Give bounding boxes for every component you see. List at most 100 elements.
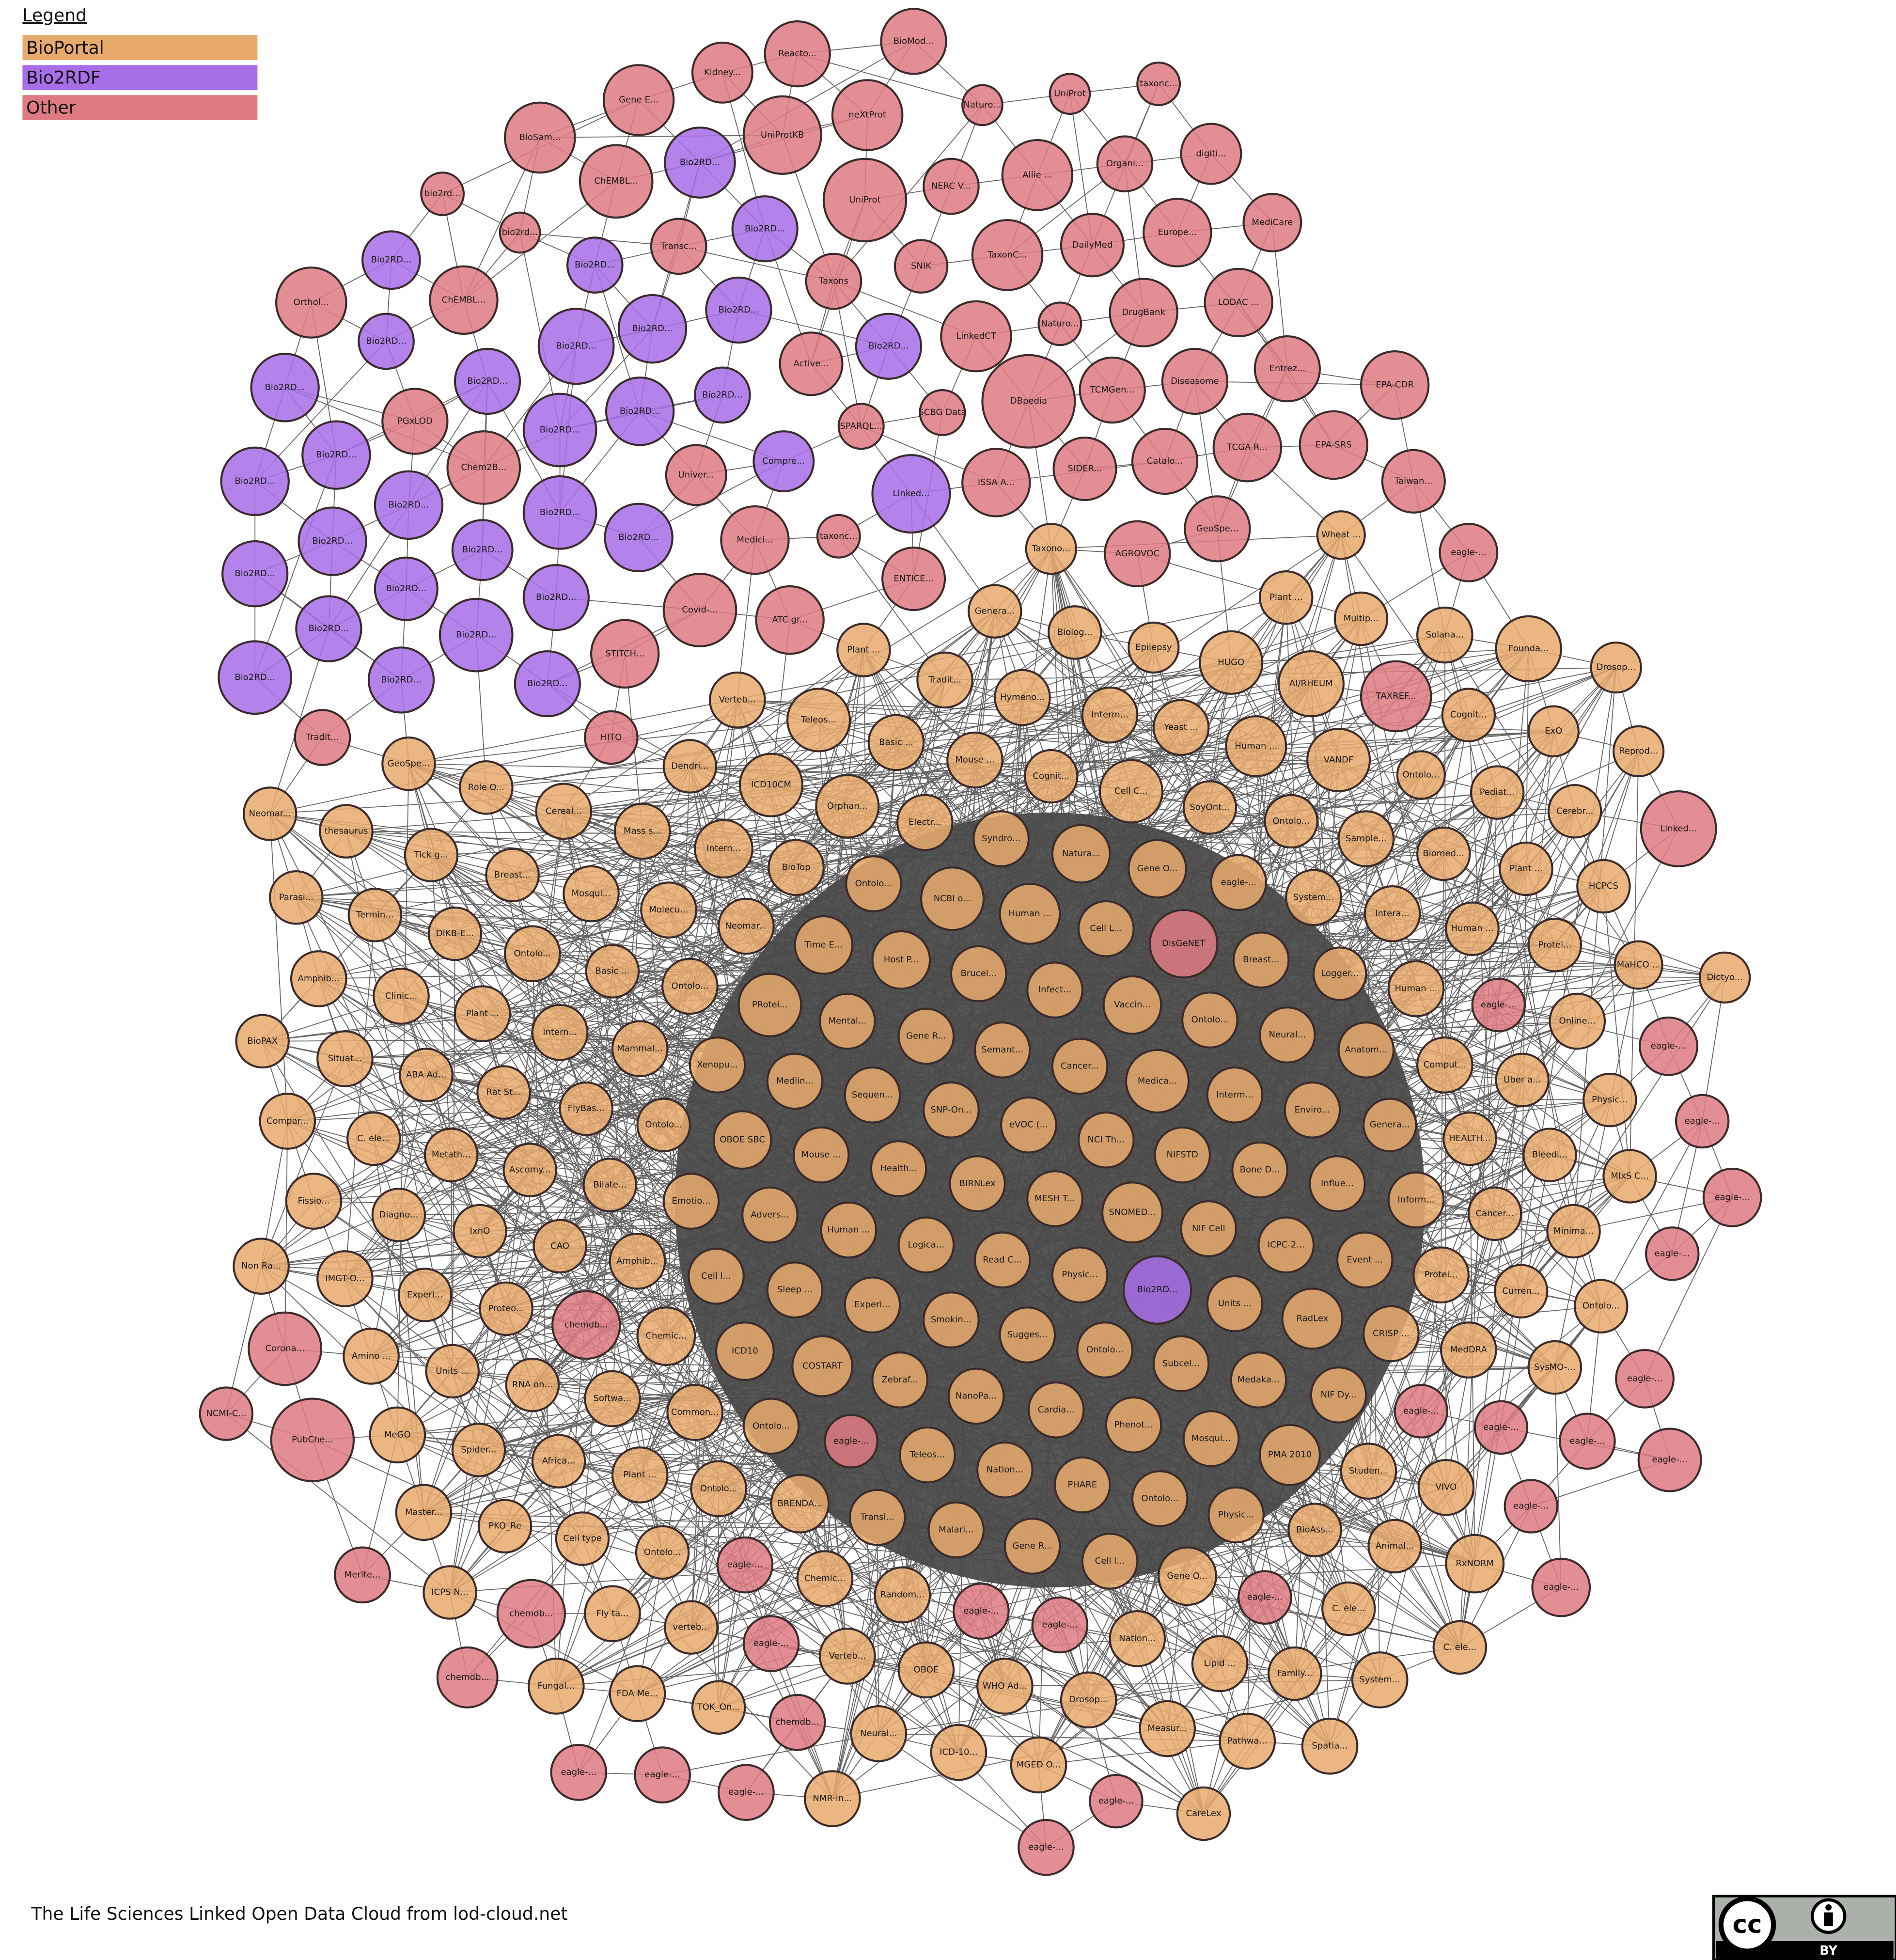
node — [705, 276, 772, 344]
node — [870, 1140, 927, 1197]
node — [1637, 1427, 1702, 1492]
node — [1574, 1279, 1629, 1333]
node-label: Genera... — [1370, 1120, 1410, 1130]
node — [1232, 931, 1290, 989]
node — [972, 810, 1030, 867]
node-label: Ontolo... — [752, 1421, 790, 1431]
node — [1027, 1381, 1085, 1439]
node-label: DIKB-E... — [436, 928, 474, 939]
node — [1340, 1443, 1397, 1500]
node-label: Taxono... — [1031, 544, 1070, 554]
node — [427, 906, 483, 961]
node — [1152, 699, 1210, 756]
node-label: Ontolo... — [1402, 769, 1440, 780]
node-label: Taxons — [818, 276, 848, 286]
node-label: Bio2RD... — [312, 536, 353, 546]
node — [1336, 1231, 1394, 1289]
node — [940, 300, 1012, 373]
node — [609, 1233, 666, 1290]
node-label: Emotio... — [672, 1196, 710, 1206]
node-label: DisGeNET — [1162, 939, 1206, 949]
node — [923, 1291, 980, 1348]
node — [1230, 1351, 1287, 1409]
node — [611, 1020, 669, 1078]
node — [585, 944, 640, 999]
node-label: Orthol... — [294, 297, 329, 307]
node-label: Studen... — [1349, 1466, 1388, 1476]
node-label: Dictyo... — [1707, 972, 1743, 982]
node-label: Health... — [880, 1163, 917, 1174]
node — [1277, 650, 1345, 718]
node-label: Animal... — [1376, 1541, 1414, 1551]
footer: The Life Sciences Linked Open Data Cloud… — [31, 1903, 567, 1924]
node — [837, 403, 885, 450]
node — [446, 430, 521, 505]
node — [439, 597, 514, 673]
node-label: Multip... — [1344, 613, 1379, 624]
node — [1698, 951, 1751, 1004]
node — [429, 265, 499, 335]
node-label: Intera... — [1375, 909, 1410, 919]
node-label: ISSA A... — [978, 477, 1015, 487]
node-label: Electr... — [909, 817, 941, 827]
node — [662, 1173, 720, 1230]
node-label: Plant ... — [466, 1008, 499, 1019]
node — [218, 640, 293, 715]
node — [976, 1441, 1034, 1499]
node — [1131, 427, 1199, 495]
node — [738, 753, 804, 817]
node — [1522, 1128, 1577, 1182]
node-label: Linked... — [1660, 823, 1697, 833]
node — [694, 366, 751, 424]
node — [505, 1358, 560, 1412]
node-label: Ontolo... — [1583, 1301, 1620, 1311]
node-label: Bio2RD... — [719, 305, 759, 315]
node — [1493, 1264, 1549, 1319]
node-label: Wheat ... — [1321, 530, 1361, 540]
node-label: RxNORM — [1456, 1558, 1494, 1568]
node-label: eagle-... — [1655, 1248, 1690, 1258]
node — [1053, 1456, 1111, 1514]
node — [259, 1093, 316, 1150]
node-label: Clinic... — [385, 991, 417, 1001]
node — [1003, 1518, 1061, 1575]
node-label: Naturo... — [963, 100, 1001, 110]
node-label: Spider... — [461, 1444, 496, 1455]
node — [764, 20, 831, 88]
node — [1416, 1036, 1473, 1094]
node-label: Kidney... — [704, 67, 741, 78]
legend-swatch — [22, 35, 258, 61]
node — [1312, 946, 1367, 1001]
node-label: Physic... — [1592, 1095, 1628, 1105]
node — [1527, 918, 1583, 972]
node — [1499, 841, 1553, 896]
node — [874, 1566, 931, 1624]
node-label: Organi... — [1106, 158, 1144, 169]
node-label: Chemic... — [645, 1331, 687, 1341]
node-label: Human ... — [1395, 984, 1437, 994]
node — [770, 1474, 830, 1534]
node-label: Natura... — [1062, 848, 1100, 859]
node-label: Semant... — [981, 1045, 1023, 1055]
node — [662, 739, 718, 794]
node-label: IxnO — [470, 1226, 490, 1236]
node — [528, 1658, 585, 1715]
node — [316, 1030, 374, 1087]
node — [720, 505, 790, 575]
node — [897, 1007, 955, 1065]
node-label: ChEMBL... — [594, 176, 638, 186]
node — [522, 392, 597, 468]
node-label: Bleedi... — [1532, 1150, 1567, 1160]
node-label: Medica... — [1138, 1076, 1177, 1086]
node-label: Human ... — [827, 1224, 870, 1235]
node — [1640, 790, 1717, 867]
node — [531, 1434, 586, 1489]
node — [1387, 1171, 1445, 1229]
node — [961, 84, 1003, 126]
node-label: Bio2RD... — [1137, 1285, 1178, 1295]
node-label: Lipid ... — [1204, 1658, 1236, 1668]
node-label: Xenopu... — [697, 1060, 738, 1070]
node-label: Pathwa... — [1227, 1736, 1268, 1746]
node-label: Mosqui... — [572, 889, 611, 899]
node — [1180, 1200, 1238, 1257]
